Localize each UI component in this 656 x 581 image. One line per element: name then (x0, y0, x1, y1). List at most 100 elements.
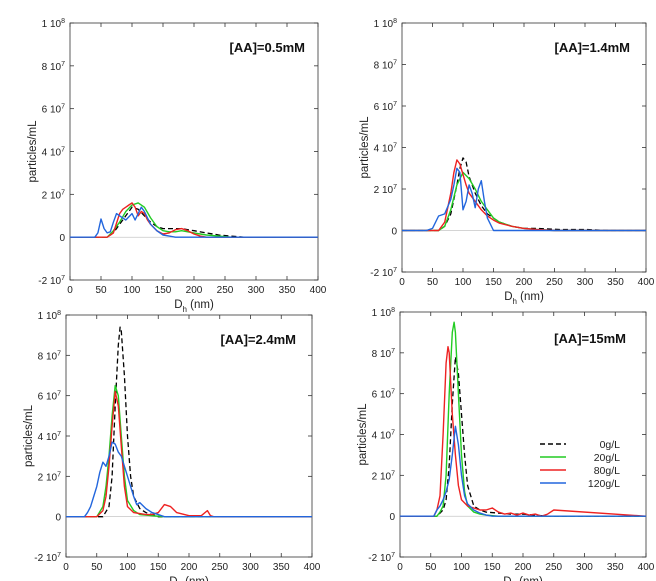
y-tick-label: 4 107 (42, 147, 65, 159)
y-tick-label: -2 107 (370, 267, 397, 279)
x-tick-label: 200 (181, 562, 198, 573)
legend-entry: 20g/L (594, 452, 620, 464)
y-tick-label: 8 107 (38, 350, 61, 362)
y-tick-label: -2 107 (368, 552, 395, 564)
x-axis-label: Dh (nm) (169, 576, 209, 581)
y-axis-label: particles/mL (357, 403, 369, 466)
y-tick-label: 6 107 (372, 389, 395, 401)
x-tick-label: 50 (425, 562, 437, 573)
x-tick-label: 400 (310, 285, 327, 296)
x-tick-label: 250 (211, 562, 228, 573)
y-tick-label: 0 (55, 513, 61, 524)
series-line-0gl (66, 326, 312, 518)
x-tick-label: 350 (279, 285, 296, 296)
panel-label: [AA]=1.4mM (555, 40, 631, 55)
y-tick-label: 1 108 (38, 310, 61, 322)
y-tick-label: 2 107 (38, 471, 61, 483)
x-tick-label: 50 (95, 285, 107, 296)
x-tick-label: 100 (124, 285, 141, 296)
y-tick-label: 8 107 (42, 61, 65, 73)
legend-entry: 0g/L (600, 439, 621, 451)
x-axis-label: Dh (nm) (174, 299, 214, 314)
x-tick-label: 150 (484, 562, 501, 573)
y-tick-label: 2 107 (372, 470, 395, 482)
x-tick-label: 400 (638, 562, 655, 573)
y-tick-label: 4 107 (38, 431, 61, 443)
series-line-0gl (402, 157, 646, 232)
series-line-120gl (70, 206, 318, 238)
plot-frame (401, 22, 647, 273)
x-tick-label: 250 (217, 285, 234, 296)
plot-frame (69, 22, 319, 281)
y-tick-label: 8 107 (372, 348, 395, 360)
y-tick-label: -2 107 (38, 275, 65, 287)
series-line-80gl (402, 159, 646, 232)
panel-label: [AA]=2.4mM (221, 332, 297, 347)
chart-panel-4: 0 50 100 150 200 250 300 350 400 1 108 8 107 6 107 4… (357, 307, 655, 581)
y-axis-label: particles/mL (27, 120, 39, 183)
y-tick-label: 8 107 (374, 60, 397, 72)
series-line-120gl (402, 167, 646, 232)
x-tick-label: 400 (638, 277, 655, 288)
x-tick-label: 50 (91, 562, 103, 573)
series-line-20gl (70, 202, 318, 238)
x-tick-label: 350 (607, 277, 624, 288)
y-tick-label: 2 107 (42, 189, 65, 201)
x-tick-label: 300 (248, 285, 265, 296)
series-line-120gl (66, 441, 312, 518)
series-line-80gl (70, 202, 318, 238)
y-tick-label: 1 108 (42, 18, 65, 30)
x-tick-label: 100 (453, 562, 470, 573)
y-tick-label: 4 107 (372, 430, 395, 442)
x-axis-label: Dh (nm) (504, 291, 544, 306)
y-tick-label: -2 107 (34, 552, 61, 564)
panel-label: [AA]=15mM (554, 331, 626, 346)
y-tick-label: 2 107 (374, 184, 397, 196)
legend-entry: 80g/L (594, 465, 620, 477)
x-tick-label: 350 (607, 562, 624, 573)
x-tick-label: 250 (545, 562, 562, 573)
x-tick-label: 300 (576, 562, 593, 573)
x-tick-label: 350 (273, 562, 290, 573)
series-line-0gl (400, 356, 646, 517)
plot-frame (65, 314, 313, 558)
legend-entry: 120g/L (588, 478, 620, 490)
plot-frame (399, 311, 647, 558)
x-tick-label: 200 (515, 562, 532, 573)
chart-panel-2: 0 50 100 150 200 250 300 350 400 1 108 8 107 6 107 4… (359, 18, 655, 306)
panel-label: [AA]=0.5mM (230, 40, 306, 55)
y-axis-label: particles/mL (359, 116, 371, 179)
x-tick-label: 100 (119, 562, 136, 573)
y-tick-label: 1 108 (372, 307, 395, 319)
y-tick-label: 1 108 (374, 18, 397, 30)
x-tick-label: 300 (577, 277, 594, 288)
y-axis-label: particles/mL (23, 404, 35, 467)
x-tick-label: 0 (63, 562, 69, 573)
x-tick-label: 400 (304, 562, 321, 573)
series-line-80gl (400, 346, 647, 517)
x-tick-label: 0 (399, 277, 405, 288)
y-tick-label: 0 (391, 227, 397, 238)
y-tick-label: 4 107 (374, 143, 397, 155)
series-line-80gl (66, 390, 312, 518)
x-tick-label: 300 (242, 562, 259, 573)
x-axis-label: Dh (nm) (503, 576, 543, 581)
y-tick-label: 0 (389, 512, 395, 523)
y-tick-label: 0 (59, 233, 65, 244)
x-tick-label: 200 (516, 277, 533, 288)
x-tick-label: 200 (186, 285, 203, 296)
chart-panel-1: 0 50 100 150 200 250 300 350 400 1 108 8 107 6 107 4… (27, 18, 327, 314)
series-line-20gl (402, 171, 646, 232)
series-line-20gl (400, 321, 646, 517)
x-tick-label: 150 (150, 562, 167, 573)
x-tick-label: 50 (427, 277, 439, 288)
series-line-20gl (66, 384, 312, 518)
y-tick-label: 6 107 (374, 101, 397, 113)
x-tick-label: 0 (67, 285, 73, 296)
x-tick-label: 150 (485, 277, 502, 288)
x-tick-label: 100 (455, 277, 472, 288)
chart-panel-3: 0 50 100 150 200 250 300 350 400 1 108 8 107 6 107 4… (23, 310, 321, 581)
series-line-120gl (400, 425, 646, 517)
